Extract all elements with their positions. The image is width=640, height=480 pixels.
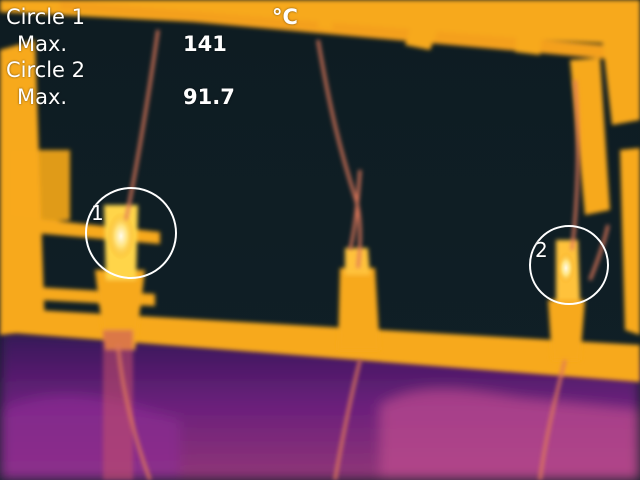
hotspot-2: [557, 252, 575, 284]
circle-2-max-label: Max.: [17, 85, 68, 109]
conductor-wires: [116, 29, 610, 480]
circle-2-label: Circle 2: [6, 58, 86, 82]
temperature-unit: °C: [272, 5, 298, 29]
measurement-circle-2: [529, 225, 609, 305]
circle-1-label: Circle 1: [6, 5, 86, 29]
circle-2-max-value: 91.7: [183, 85, 235, 109]
measurement-circle-1: [85, 187, 177, 279]
circle-1-max-value: 141: [183, 32, 227, 56]
circle-2-number: 2: [535, 238, 548, 262]
circle-1-max-label: Max.: [17, 32, 68, 56]
circle-1-number: 1: [91, 201, 104, 225]
steel-structure: [0, 0, 640, 382]
hotspot-1: [107, 212, 135, 260]
